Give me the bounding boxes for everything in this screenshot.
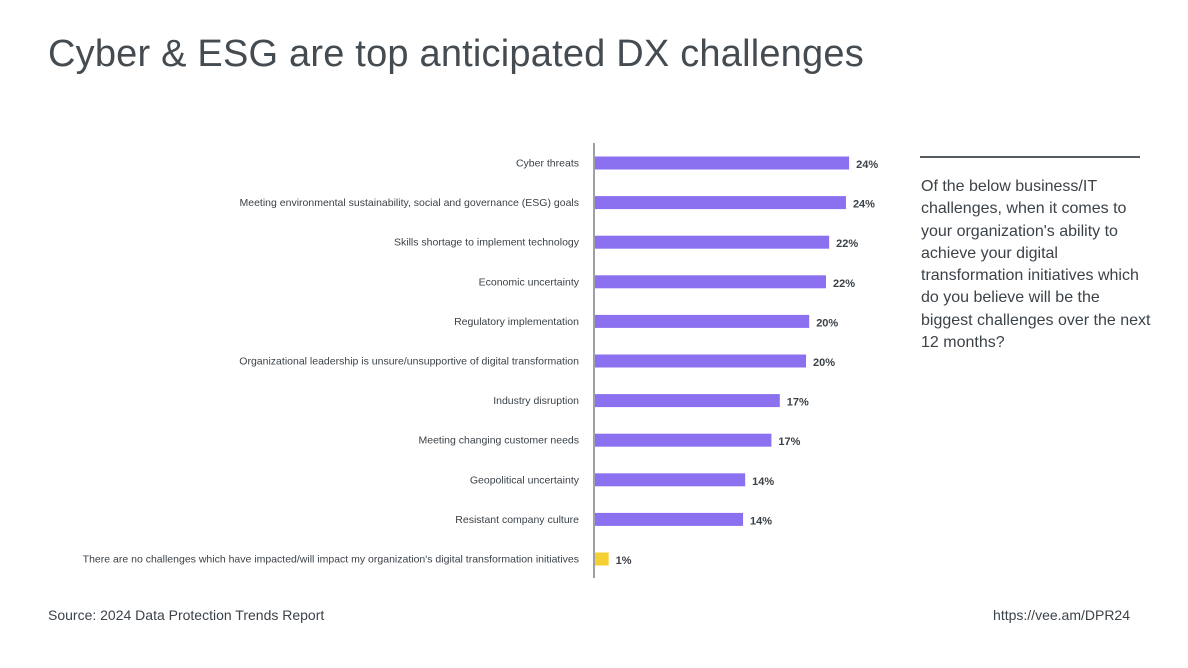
value-label: 20% — [816, 317, 838, 329]
category-label: Meeting changing customer needs — [418, 435, 579, 447]
value-label: 14% — [750, 515, 772, 527]
category-label: Cyber threats — [516, 158, 579, 170]
value-label: 1% — [616, 555, 632, 567]
value-label: 24% — [856, 159, 878, 171]
value-label: 17% — [778, 436, 800, 448]
bar-chart: Cyber threats 24% Meeting environmental su… — [83, 143, 878, 578]
category-label: Resistant company culture — [455, 514, 579, 526]
category-label: Economic uncertainty — [479, 276, 580, 288]
report-link[interactable]: https://vee.am/DPR24 — [993, 607, 1130, 623]
value-label: 20% — [813, 357, 835, 369]
category-label: Geopolitical uncertainty — [470, 474, 580, 486]
value-label: 22% — [833, 278, 855, 290]
category-label: There are no challenges which have impac… — [83, 554, 579, 566]
value-label: 17% — [787, 397, 809, 409]
value-label: 24% — [853, 199, 875, 211]
category-label: Skills shortage to implement technology — [394, 237, 580, 249]
bar — [595, 235, 830, 249]
bar — [595, 275, 826, 289]
value-label: 22% — [836, 238, 858, 250]
bar — [595, 512, 744, 526]
page-title: Cyber & ESG are top anticipated DX chall… — [48, 33, 864, 75]
category-label: Industry disruption — [493, 395, 579, 407]
bar — [595, 196, 846, 210]
bar — [595, 473, 746, 487]
bar — [595, 552, 609, 566]
source-note: Source: 2024 Data Protection Trends Repo… — [48, 607, 325, 623]
bar — [595, 354, 807, 368]
bar — [595, 314, 810, 328]
category-label: Meeting environmental sustainability, so… — [240, 197, 580, 209]
bar — [595, 394, 780, 408]
value-label: 14% — [752, 476, 774, 488]
bar — [595, 156, 850, 170]
category-label: Regulatory implementation — [454, 316, 579, 328]
survey-question: Of the below business/IT challenges, whe… — [921, 178, 1151, 352]
category-label: Organizational leadership is unsure/unsu… — [239, 356, 579, 368]
bar — [595, 433, 772, 447]
question-divider — [920, 156, 1140, 158]
